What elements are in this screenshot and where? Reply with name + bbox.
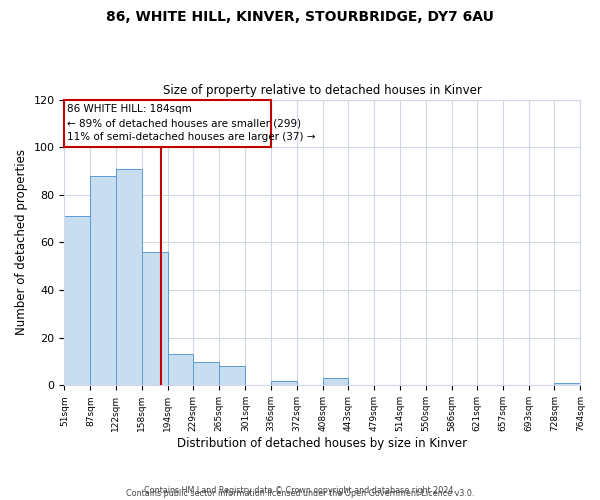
- Title: Size of property relative to detached houses in Kinver: Size of property relative to detached ho…: [163, 84, 482, 97]
- Bar: [116, 168, 142, 386]
- Text: Contains HM Land Registry data © Crown copyright and database right 2024.: Contains HM Land Registry data © Crown c…: [144, 486, 456, 495]
- Bar: [142, 252, 168, 386]
- Bar: [64, 216, 91, 386]
- Bar: [91, 176, 116, 386]
- X-axis label: Distribution of detached houses by size in Kinver: Distribution of detached houses by size …: [178, 437, 467, 450]
- Y-axis label: Number of detached properties: Number of detached properties: [15, 150, 28, 336]
- Bar: [323, 378, 348, 386]
- Text: 86, WHITE HILL, KINVER, STOURBRIDGE, DY7 6AU: 86, WHITE HILL, KINVER, STOURBRIDGE, DY7…: [106, 10, 494, 24]
- Text: Contains public sector information licensed under the Open Government Licence v3: Contains public sector information licen…: [126, 488, 474, 498]
- Bar: [168, 354, 193, 386]
- Bar: [554, 383, 580, 386]
- Bar: [220, 366, 245, 386]
- Bar: [193, 362, 220, 386]
- Bar: [271, 380, 297, 386]
- Text: 86 WHITE HILL: 184sqm
← 89% of detached houses are smaller (299)
11% of semi-det: 86 WHITE HILL: 184sqm ← 89% of detached …: [67, 104, 316, 142]
- Bar: [64, 100, 271, 147]
